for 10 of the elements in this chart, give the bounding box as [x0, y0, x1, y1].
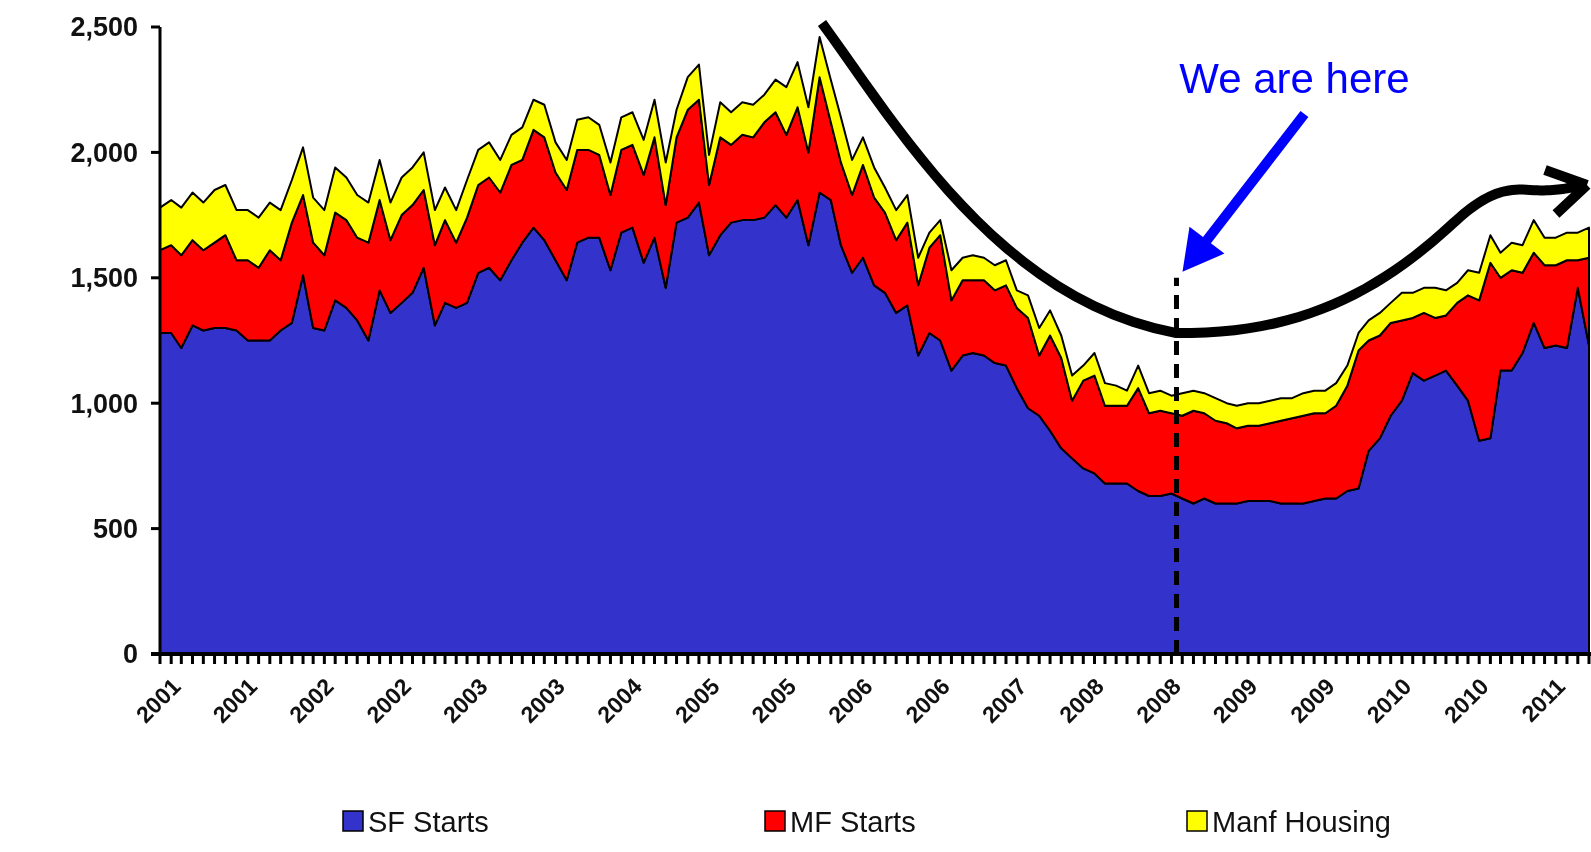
- legend-label: Manf Housing: [1212, 806, 1391, 839]
- y-tick-label: 0: [122, 639, 138, 670]
- y-tick-label: 2,500: [70, 12, 138, 43]
- y-tick-label: 2,000: [70, 137, 138, 168]
- y-tick-label: 1,500: [70, 263, 138, 294]
- legend-label: SF Starts: [368, 806, 489, 839]
- y-tick-label: 1,000: [70, 388, 138, 419]
- y-tick-label: 500: [92, 514, 138, 545]
- legend-label: MF Starts: [790, 806, 916, 839]
- annotation: We are here: [1179, 55, 1410, 102]
